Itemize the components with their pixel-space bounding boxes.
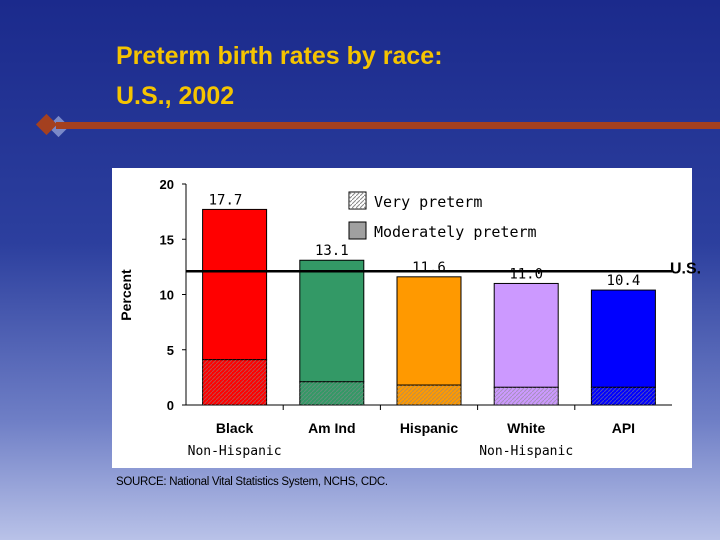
x-tick-label: Black xyxy=(216,420,254,436)
legend-swatch-very-preterm-hatch xyxy=(349,192,366,209)
source-note: SOURCE: National Vital Statistics System… xyxy=(116,476,388,488)
legend-label-very-preterm: Very preterm xyxy=(374,193,482,211)
bars xyxy=(202,208,656,406)
bar-total-label: 13.1 xyxy=(315,243,349,259)
x-tick-sublabel: Non-Hispanic xyxy=(188,444,282,459)
legend-label-moderately-preterm: Moderately preterm xyxy=(374,223,537,241)
bar-very-preterm-hatch xyxy=(299,381,364,405)
bar-very-preterm-hatch xyxy=(494,387,559,405)
bar-total-label: 11.6 xyxy=(412,260,446,276)
title-divider xyxy=(56,122,720,129)
legend-swatch-moderately-preterm xyxy=(348,221,367,240)
y-tick-label: 15 xyxy=(160,232,174,247)
y-tick-label: 5 xyxy=(167,343,174,358)
y-tick-label: 10 xyxy=(160,288,174,303)
us-reference-label: U.S. xyxy=(670,260,701,277)
bar-very-preterm-hatch xyxy=(397,385,461,405)
bar-total-label: 10.4 xyxy=(607,273,641,289)
title-line-1: Preterm birth rates by race: xyxy=(116,42,443,70)
y-tick-label: 0 xyxy=(167,398,174,413)
bar-total-label: 11.0 xyxy=(509,266,543,282)
legend: Very preterm Moderately preterm xyxy=(348,191,537,241)
x-tick-label: Am Ind xyxy=(308,420,355,436)
slide-title: Preterm birth rates by race: U.S., 2002 xyxy=(116,36,443,116)
bar-moderately-preterm xyxy=(493,282,559,388)
x-tick-label: Hispanic xyxy=(400,420,459,436)
bar-total-label: 17.7 xyxy=(209,192,243,208)
x-tick-label: API xyxy=(612,420,635,436)
x-tick-sublabel: Non-Hispanic xyxy=(479,444,573,459)
y-tick-label: 20 xyxy=(160,177,174,192)
bar-moderately-preterm xyxy=(396,276,462,386)
bar-very-preterm-hatch xyxy=(591,387,656,405)
bar-very-preterm-hatch xyxy=(202,359,267,405)
y-axis-label: Percent xyxy=(118,269,134,321)
labels: 0 5 10 15 20 Percent 17.7 Black Non-Hispanic 13.1… xyxy=(118,177,701,459)
x-tick-label: White xyxy=(507,420,545,436)
title-line-2: U.S., 2002 xyxy=(116,82,235,110)
bar-moderately-preterm xyxy=(202,208,268,361)
bar-moderately-preterm xyxy=(299,259,365,383)
bar-moderately-preterm xyxy=(590,289,656,388)
